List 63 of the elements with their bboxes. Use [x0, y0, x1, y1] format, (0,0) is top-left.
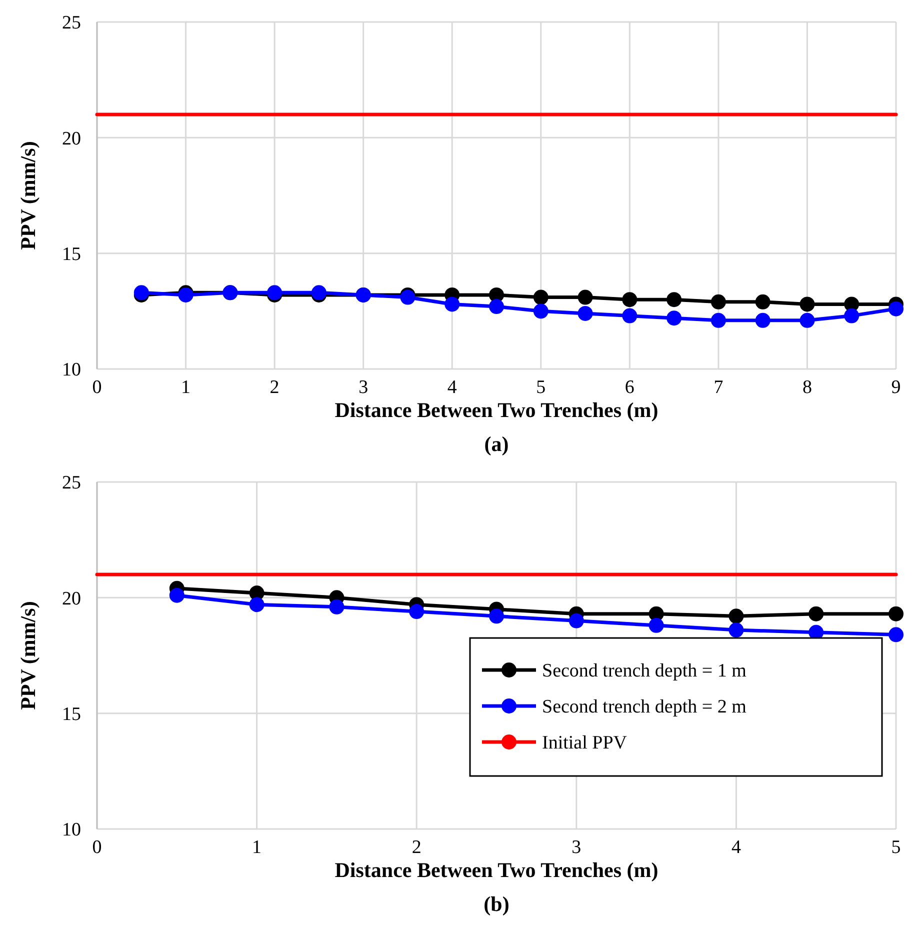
point — [888, 627, 904, 642]
x-axis-title: Distance Between Two Trenches (m) — [334, 858, 658, 882]
point — [622, 308, 638, 324]
y-tick-label: 25 — [62, 472, 81, 494]
x-tick-label: 4 — [731, 837, 742, 858]
y-tick-label: 15 — [62, 244, 81, 265]
x-tick-label: 3 — [358, 377, 368, 398]
point — [844, 308, 860, 324]
y-axis-title: PPV (mm/s) — [16, 601, 40, 710]
point — [533, 290, 548, 305]
point — [169, 588, 184, 603]
y-tick-label: 20 — [62, 588, 81, 610]
legend-label: Initial PPV — [542, 732, 628, 754]
point — [329, 599, 344, 614]
point — [444, 296, 460, 312]
point — [710, 294, 726, 310]
point — [888, 301, 904, 316]
legend-label: Second trench depth = 2 m — [542, 696, 747, 718]
x-tick-label: 0 — [92, 377, 102, 398]
point — [800, 312, 815, 328]
x-tick-label: 8 — [802, 377, 812, 398]
y-tick-label: 25 — [62, 12, 81, 34]
point — [533, 304, 548, 319]
point — [666, 292, 682, 308]
x-tick-label: 2 — [412, 837, 422, 858]
x-tick-label: 5 — [891, 837, 901, 858]
point — [409, 604, 424, 620]
point — [489, 299, 504, 314]
point — [622, 292, 638, 308]
x-tick-label: 4 — [447, 377, 458, 398]
x-axis-title: Distance Between Two Trenches (m) — [334, 398, 658, 422]
text: (b) — [484, 892, 510, 916]
y-axis-title: PPV (mm/s) — [16, 141, 40, 250]
point — [755, 294, 770, 310]
text: (a) — [484, 432, 509, 456]
point — [800, 296, 815, 312]
y-tick-label: 20 — [62, 128, 81, 150]
y-tick-label: 10 — [62, 820, 81, 841]
point — [249, 597, 264, 612]
point — [728, 608, 744, 624]
x-tick-label: 5 — [536, 377, 546, 398]
point — [710, 312, 726, 328]
point — [578, 306, 593, 321]
x-tick-label: 3 — [572, 837, 582, 858]
point — [808, 606, 824, 622]
point — [578, 290, 593, 305]
point — [648, 618, 664, 633]
x-tick-label: 6 — [624, 377, 634, 398]
x-tick-label: 0 — [92, 837, 102, 858]
y-tick-label: 15 — [62, 704, 81, 725]
point — [728, 622, 744, 638]
x-tick-label: 1 — [181, 377, 191, 398]
x-tick-label: 9 — [891, 377, 901, 398]
point — [568, 613, 584, 628]
point — [888, 606, 904, 622]
y-tick-label: 10 — [62, 360, 81, 381]
legend-label: Second trench depth = 1 m — [542, 660, 747, 682]
point — [755, 312, 770, 328]
point — [666, 310, 682, 326]
point — [489, 608, 504, 624]
x-tick-label: 7 — [714, 377, 724, 398]
x-tick-label: 1 — [252, 837, 262, 858]
x-tick-label: 2 — [270, 377, 280, 398]
